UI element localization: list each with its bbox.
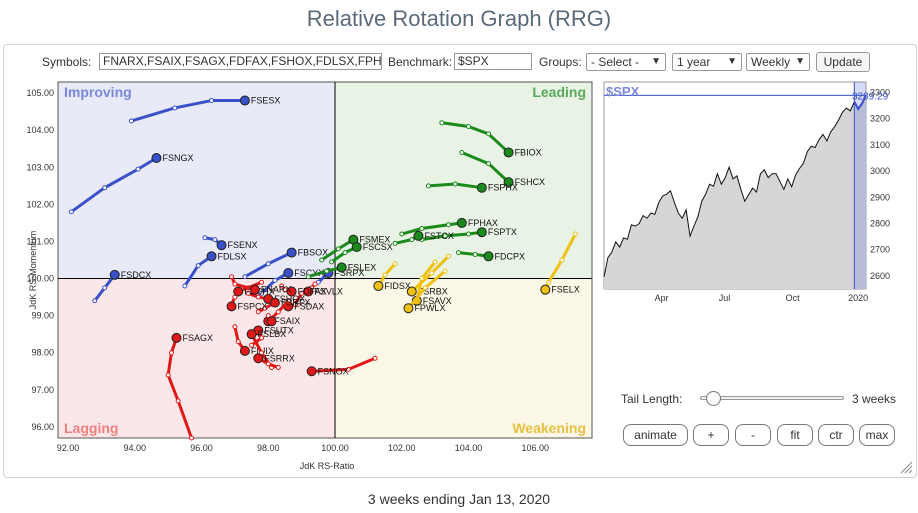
zoom-in-button[interactable]: + bbox=[693, 424, 729, 446]
tail-length-handle[interactable] bbox=[706, 391, 722, 406]
benchmark-input[interactable]: $SPX bbox=[454, 53, 532, 70]
resize-handle-icon[interactable] bbox=[899, 460, 913, 474]
tail-length-label: Tail Length: bbox=[621, 392, 683, 406]
symbols-label: Symbols: bbox=[42, 55, 92, 69]
frequency-select-value: Weekly bbox=[751, 55, 791, 69]
page-title: Relative Rotation Graph (RRG) bbox=[306, 6, 612, 31]
fit-button[interactable]: fit bbox=[777, 424, 813, 446]
zoom-out-button[interactable]: - bbox=[735, 424, 771, 446]
update-button[interactable]: Update bbox=[816, 52, 870, 72]
chevron-down-icon: ▼ bbox=[651, 56, 661, 67]
center-button[interactable]: ctr bbox=[818, 424, 854, 446]
tail-length-slider[interactable] bbox=[700, 391, 844, 406]
chevron-down-icon: ▼ bbox=[795, 56, 805, 67]
groups-label: Groups: bbox=[539, 55, 582, 69]
groups-select-value: - Select - bbox=[591, 55, 640, 69]
period-select[interactable]: 1 year ▼ bbox=[672, 53, 742, 71]
period-select-value: 1 year bbox=[677, 55, 711, 69]
benchmark-label: Benchmark: bbox=[388, 55, 453, 69]
frequency-select[interactable]: Weekly ▼ bbox=[746, 53, 810, 71]
footer-caption: 3 weeks ending Jan 13, 2020 bbox=[367, 491, 551, 507]
chevron-down-icon: ▼ bbox=[727, 56, 737, 67]
groups-select[interactable]: - Select - ▼ bbox=[586, 53, 666, 71]
max-button[interactable]: max bbox=[859, 424, 895, 446]
tail-length-value: 3 weeks bbox=[852, 392, 897, 406]
rrg-panel: Symbols: FNARX,FSAIX,FSAGX,FDFAX,FSHOX,F… bbox=[3, 44, 917, 478]
animate-button[interactable]: animate bbox=[623, 424, 688, 446]
symbols-input[interactable]: FNARX,FSAIX,FSAGX,FDFAX,FSHOX,FDLSX,FPHA… bbox=[99, 53, 382, 70]
